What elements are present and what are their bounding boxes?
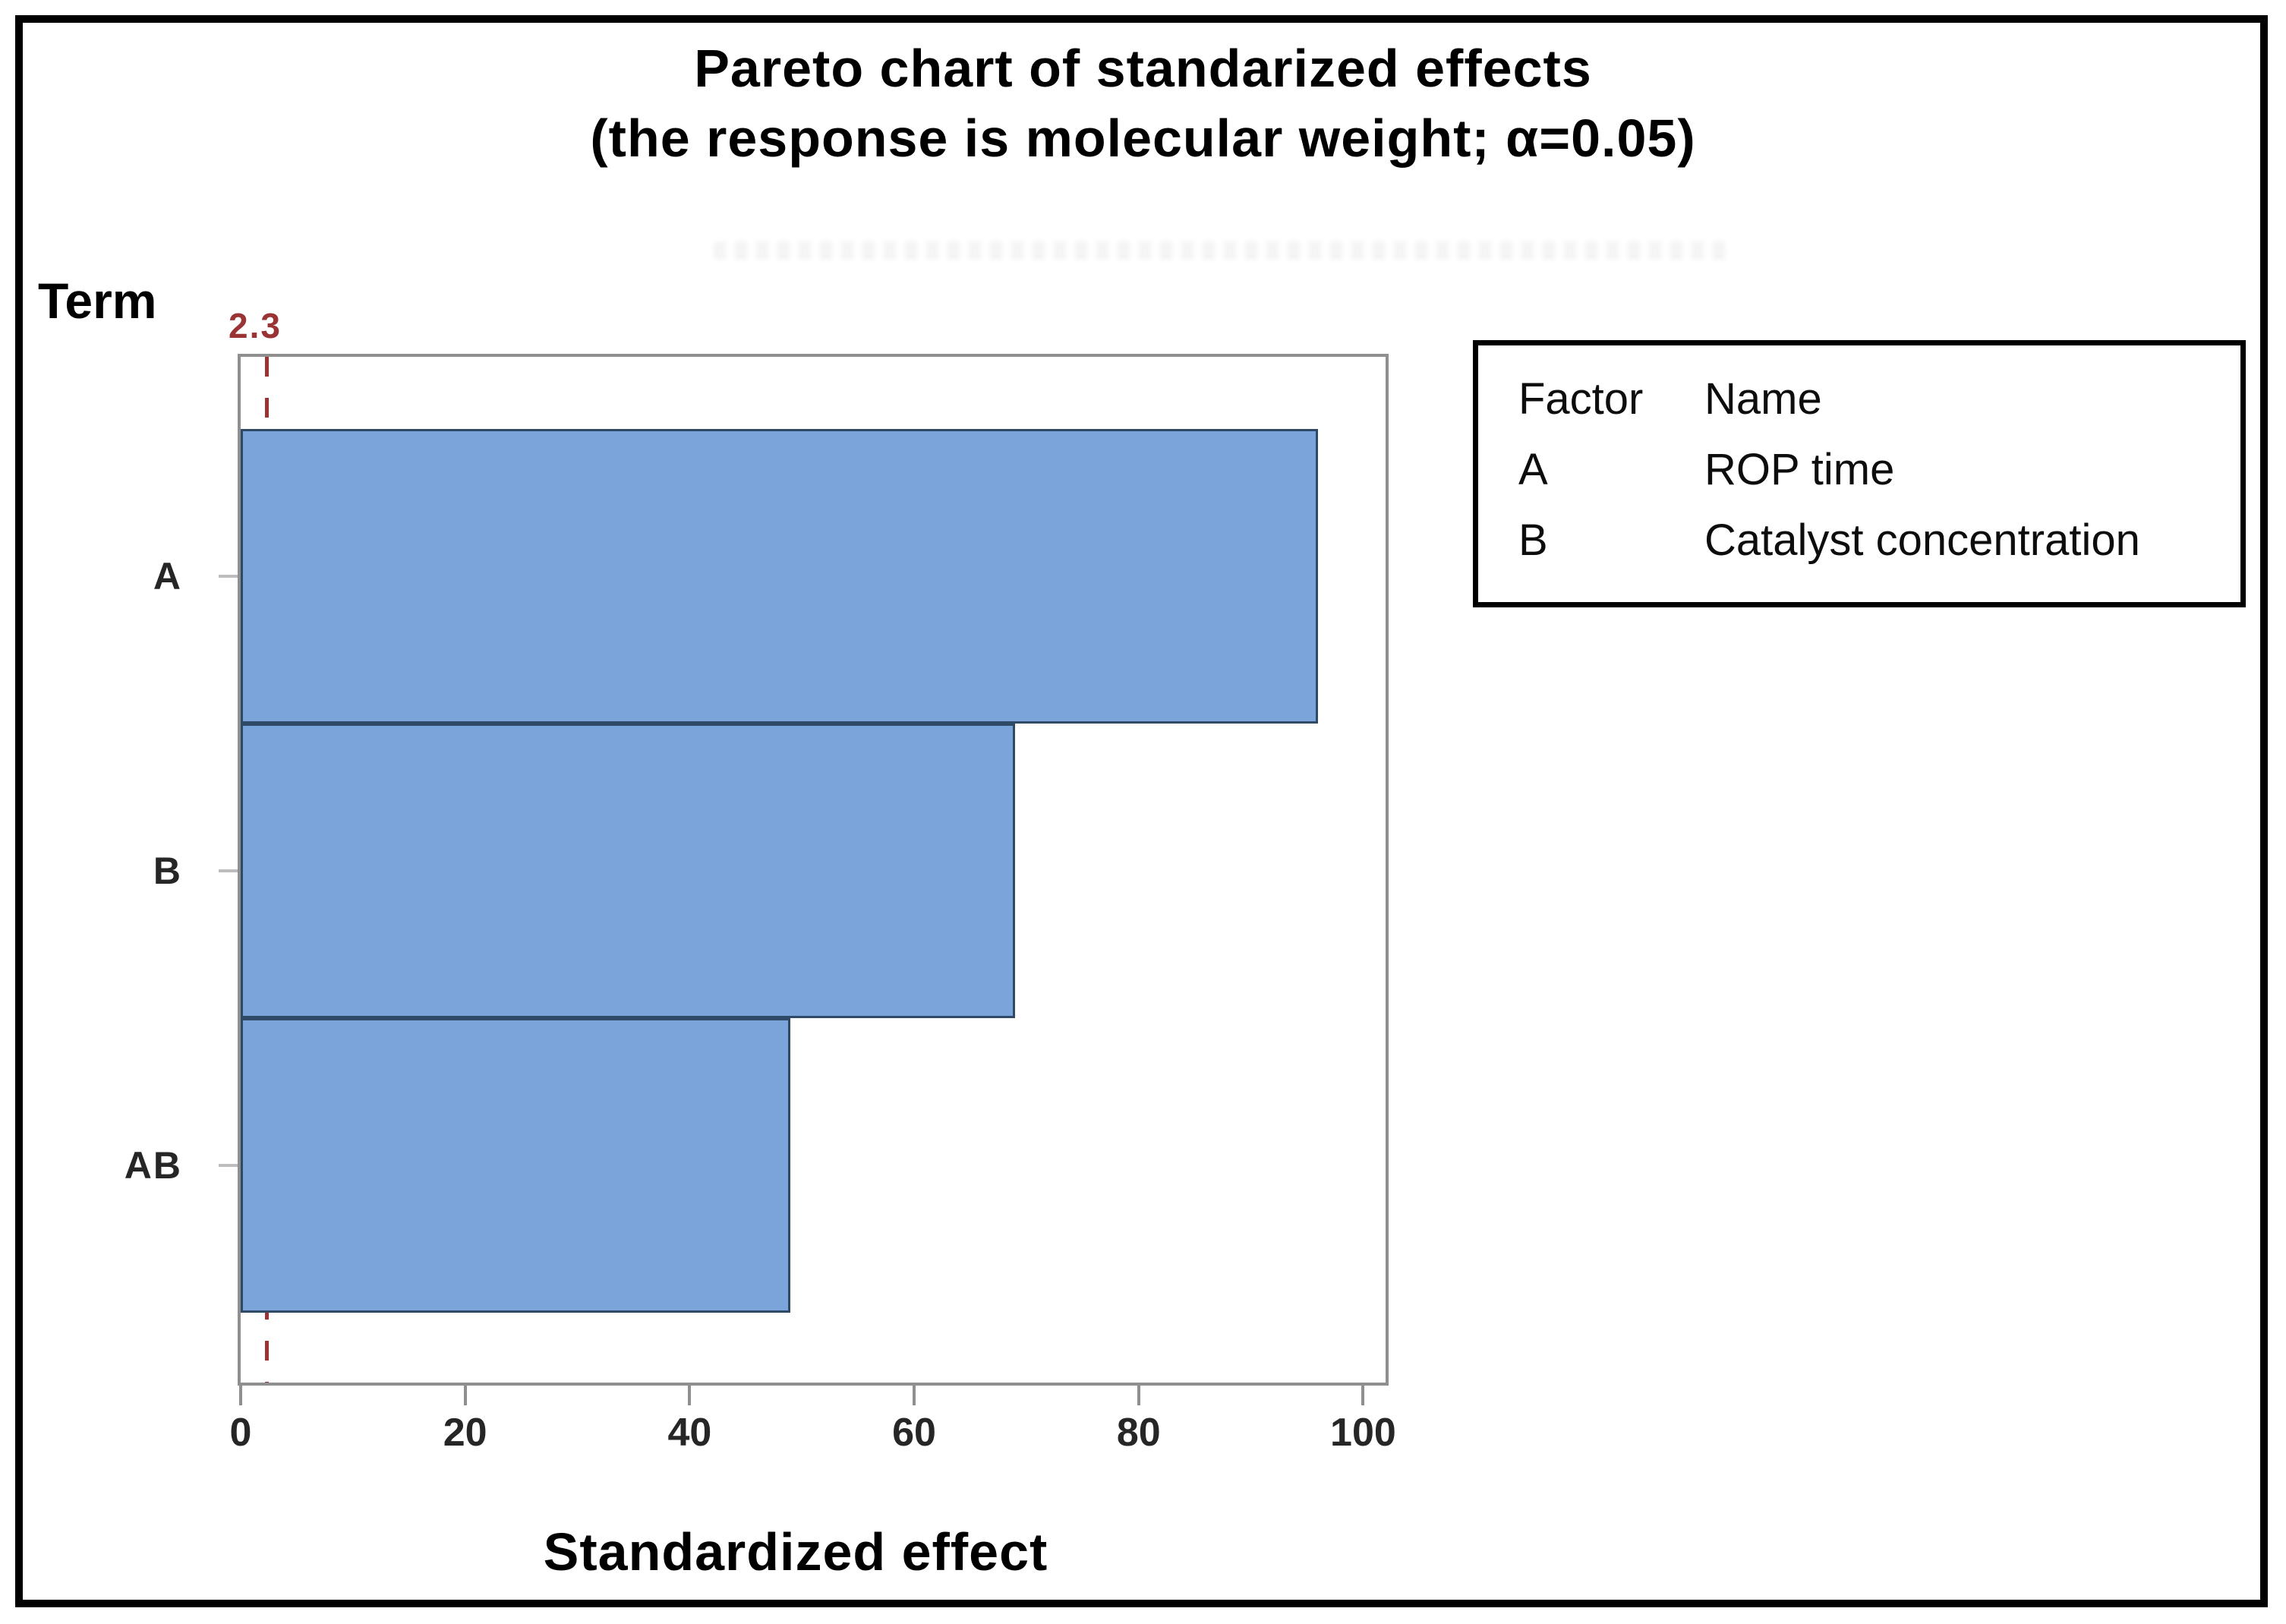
chart-title-line1: Pareto chart of standarized effects [694, 39, 1592, 98]
legend-row: B Catalyst concentration [1518, 505, 2240, 575]
x-tick-mark [1361, 1386, 1365, 1405]
plot-area [238, 354, 1389, 1386]
x-tick-mark [239, 1386, 242, 1405]
bar-B [241, 724, 1016, 1018]
x-tick-label: 40 [667, 1411, 712, 1455]
y-tick-mark [219, 869, 238, 872]
bar-A [241, 429, 1319, 724]
y-tick-mark [219, 1164, 238, 1167]
x-axis-title: Standardized effect [543, 1522, 1048, 1581]
x-tick-label: 20 [443, 1411, 487, 1455]
x-tick-label: 100 [1330, 1411, 1396, 1455]
legend-factor-cell: A [1518, 445, 1548, 494]
x-tick-mark [1137, 1386, 1140, 1405]
x-tick-label: 0 [229, 1411, 252, 1455]
x-tick-mark [688, 1386, 692, 1405]
y-cat-label-A: A [153, 555, 182, 598]
x-tick-mark [463, 1386, 467, 1405]
bar-AB [241, 1018, 791, 1313]
legend-name-cell: Catalyst concentration [1704, 516, 2140, 565]
legend-factor-cell: B [1518, 516, 1548, 565]
x-tick-label: 60 [892, 1411, 936, 1455]
legend-row: A ROP time [1518, 434, 2240, 505]
legend-row: Factor Name [1518, 364, 2240, 434]
chart-title-line2: (the response is molecular weight; α=0.0… [590, 109, 1696, 169]
legend-header-factor: Factor [1518, 374, 1644, 424]
x-tick-label: 80 [1116, 1411, 1161, 1455]
x-tick-mark [913, 1386, 916, 1405]
legend-header-name: Name [1704, 374, 1822, 424]
reference-line-label: 2.3 [229, 306, 282, 345]
factor-legend-box: Factor Name A ROP time B Catalyst concentrati… [1473, 340, 2246, 607]
y-cat-label-AB: AB [124, 1144, 182, 1187]
ghost-text-artifact [714, 241, 1731, 260]
y-tick-mark [219, 575, 238, 578]
chart-title: Pareto chart of standarized effects (the… [0, 33, 2286, 174]
y-cat-label-B: B [153, 850, 182, 892]
plot-inner [241, 357, 1386, 1383]
y-axis-title: Term [38, 273, 157, 329]
legend-name-cell: ROP time [1704, 445, 1895, 494]
